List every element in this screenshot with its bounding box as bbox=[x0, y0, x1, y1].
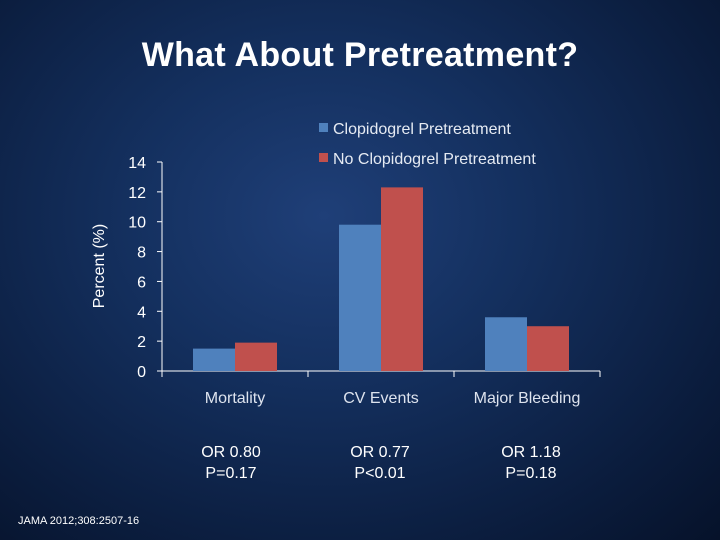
y-tick-label: 8 bbox=[137, 245, 146, 262]
y-axis-title: Percent (%) bbox=[91, 224, 108, 308]
x-tick-label: Major Bleeding bbox=[474, 390, 581, 407]
y-tick-label: 2 bbox=[137, 334, 146, 351]
stat-major-bleeding: OR 1.18 P=0.18 bbox=[476, 442, 586, 484]
p-value: P=0.18 bbox=[505, 465, 557, 482]
x-tick-label: Mortality bbox=[205, 390, 265, 407]
p-value: P<0.01 bbox=[354, 465, 406, 482]
stat-cv-events: OR 0.77 P<0.01 bbox=[325, 442, 435, 484]
bar-no-clopidogrel bbox=[527, 326, 569, 371]
odds-ratio: OR 1.18 bbox=[501, 444, 561, 461]
legend-label: Clopidogrel Pretreatment bbox=[333, 121, 511, 138]
y-tick-label: 12 bbox=[128, 185, 146, 202]
y-tick-label: 4 bbox=[137, 304, 146, 321]
stat-mortality: OR 0.80 P=0.17 bbox=[176, 442, 286, 484]
odds-ratio: OR 0.80 bbox=[201, 444, 261, 461]
y-tick-label: 0 bbox=[137, 364, 146, 381]
odds-ratio: OR 0.77 bbox=[350, 444, 410, 461]
bar-clopidogrel bbox=[193, 348, 235, 371]
bar-no-clopidogrel bbox=[381, 187, 423, 371]
y-tick-label: 14 bbox=[128, 155, 146, 172]
p-value: P=0.17 bbox=[205, 465, 257, 482]
y-tick-label: 10 bbox=[128, 215, 146, 232]
citation: JAMA 2012;308:2507-16 bbox=[18, 515, 140, 527]
legend-swatch bbox=[319, 153, 328, 162]
x-tick-label: CV Events bbox=[343, 390, 419, 407]
y-tick-label: 6 bbox=[137, 274, 146, 291]
bar-clopidogrel bbox=[485, 317, 527, 371]
bar-clopidogrel bbox=[339, 224, 381, 371]
bar-no-clopidogrel bbox=[235, 342, 277, 371]
legend-swatch bbox=[319, 123, 328, 132]
legend-label: No Clopidogrel Pretreatment bbox=[333, 151, 536, 168]
slide-title: What About Pretreatment? bbox=[141, 36, 579, 74]
